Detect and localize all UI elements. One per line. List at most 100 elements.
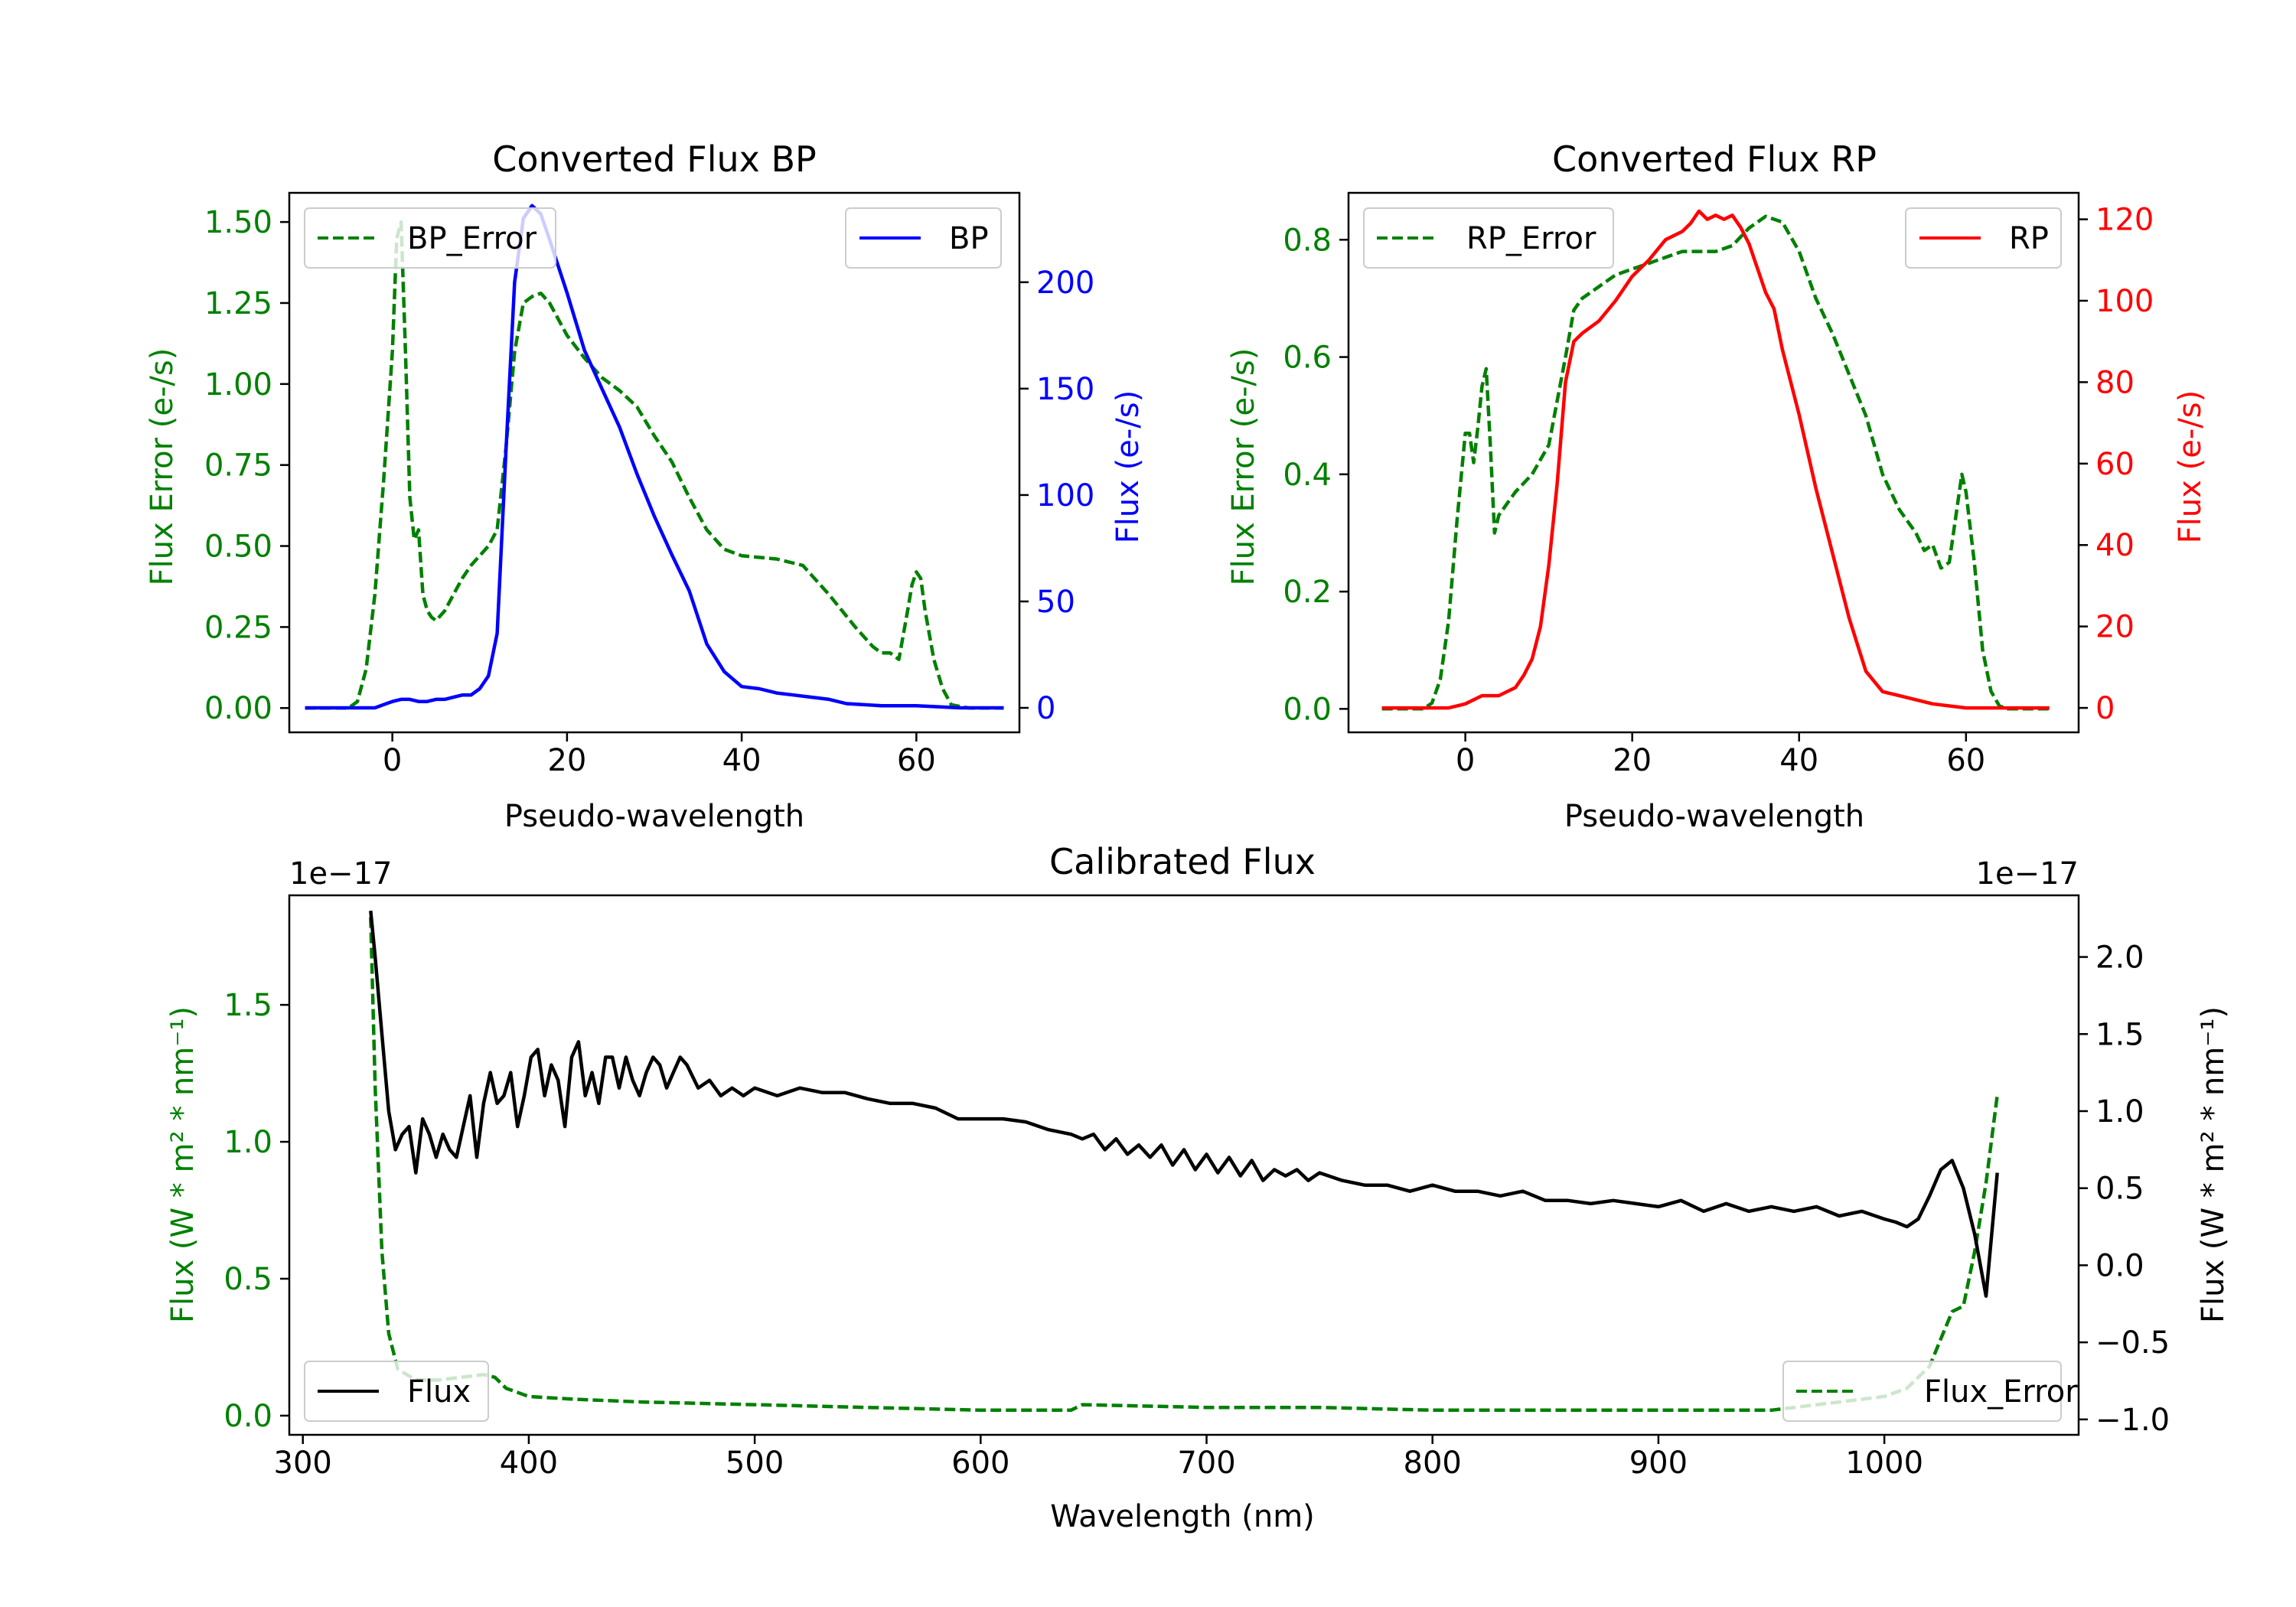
y-left-tick-label: 1.00 xyxy=(204,367,272,403)
y-left-tick-label: 0.8 xyxy=(1283,223,1332,258)
cal-legend-error-box xyxy=(1782,1361,2062,1422)
cal-ylabel-left: Flux (W * m² * nm⁻¹) xyxy=(165,1006,201,1323)
bp-legend-flux: BP xyxy=(845,207,1002,269)
y-right-tick-label: 100 xyxy=(1036,478,1094,513)
bp-legend-error: BP_Error xyxy=(304,207,556,269)
y-left-tick-label: 1.50 xyxy=(204,205,272,240)
y-left-tick-label: 1.5 xyxy=(223,988,272,1023)
rp-ylabel-left: Flux Error (e-/s) xyxy=(1226,348,1261,586)
y-right-tick-label: 0.5 xyxy=(2095,1172,2144,1207)
bp-legend-error-label: BP_Error xyxy=(407,221,537,256)
y-right-tick-label: 40 xyxy=(2095,528,2135,563)
x-tick-label: 20 xyxy=(1613,743,1652,778)
cal-ylabel-right: Flux (W * m² * nm⁻¹) xyxy=(2196,1006,2231,1323)
y-right-tick-label: 50 xyxy=(1036,585,1075,620)
cal-offset-right: 1e−17 xyxy=(1976,856,2079,892)
x-tick-label: 40 xyxy=(722,743,762,778)
y-right-tick-label: 0 xyxy=(2095,691,2115,726)
y-right-tick-label: 2.0 xyxy=(2095,940,2144,976)
rp-axes-frame xyxy=(1347,191,2080,734)
rp-legend-flux-box xyxy=(1905,207,2062,269)
y-left-tick-label: 0.0 xyxy=(1283,692,1332,727)
cal-legend-flux-label: Flux xyxy=(407,1374,471,1410)
y-left-tick-label: 0.4 xyxy=(1283,458,1332,493)
y-right-tick-label: 200 xyxy=(1036,266,1094,301)
y-right-tick-label: 20 xyxy=(2095,610,2135,645)
x-tick-label: 60 xyxy=(897,743,936,778)
x-tick-label: 300 xyxy=(274,1446,332,1481)
y-left-tick-label: 0.5 xyxy=(223,1262,272,1297)
x-tick-label: 60 xyxy=(1946,743,1985,778)
cal-legend-error-label: Flux_Error xyxy=(1924,1374,2078,1410)
bp-error-line xyxy=(305,220,1004,710)
rp-flux-line xyxy=(1381,209,2050,710)
rp-title: Converted Flux RP xyxy=(1552,139,1877,180)
y-right-tick-label: 1.0 xyxy=(2095,1094,2144,1129)
x-tick-label: 1000 xyxy=(1845,1446,1923,1481)
y-right-tick-label: 60 xyxy=(2095,447,2135,482)
bp-ylabel-left: Flux Error (e-/s) xyxy=(145,348,180,586)
bp-legend-error-box xyxy=(304,207,556,269)
y-left-tick-label: 0.6 xyxy=(1283,341,1332,376)
rp-ylabel-right: Flux (e-/s) xyxy=(2173,390,2208,543)
cal-error-line xyxy=(369,917,1999,1413)
x-tick-label: 20 xyxy=(547,743,586,778)
cal-lines xyxy=(369,910,1999,1413)
rp-xlabel: Pseudo-wavelength xyxy=(1564,799,1864,834)
cal-xlabel: Wavelength (nm) xyxy=(1050,1499,1315,1534)
y-right-tick-label: 120 xyxy=(2095,203,2154,238)
panel-bp: Converted Flux BP Pseudo-wavelength Flux… xyxy=(145,139,1146,834)
rp-error-line xyxy=(1381,214,2050,711)
rp-legend-error: RP_Error xyxy=(1363,207,1614,269)
y-left-tick-label: 0.00 xyxy=(204,691,272,726)
cal-flux-line xyxy=(369,910,1999,1298)
rp-legend-flux-label: RP xyxy=(2009,221,2049,256)
x-tick-label: 400 xyxy=(500,1446,558,1481)
cal-title: Calibrated Flux xyxy=(1049,841,1316,882)
y-right-tick-label: −0.5 xyxy=(2095,1325,2170,1361)
bp-title: Converted Flux BP xyxy=(492,139,817,180)
y-right-tick-label: 80 xyxy=(2095,365,2135,400)
x-tick-label: 0 xyxy=(383,743,402,778)
rp-legend-error-label: RP_Error xyxy=(1466,221,1596,256)
x-tick-label: 900 xyxy=(1629,1446,1688,1481)
bp-ticks: 0 20 40 60 0.00 0.25 0.50 0.75 1.00 1.25 1.50 0 50 10… xyxy=(204,205,1094,778)
bp-axes-frame xyxy=(288,191,1021,734)
x-tick-label: 40 xyxy=(1779,743,1818,778)
bp-ylabel-right: Flux (e-/s) xyxy=(1110,390,1146,543)
y-left-tick-label: 0.0 xyxy=(223,1399,272,1434)
rp-lines xyxy=(1381,209,2050,711)
bp-xlabel: Pseudo-wavelength xyxy=(504,799,804,834)
y-right-tick-label: 1.5 xyxy=(2095,1017,2144,1052)
bp-legend-flux-box xyxy=(845,207,1002,269)
y-left-tick-label: 0.50 xyxy=(204,530,272,565)
x-tick-label: 0 xyxy=(1456,743,1475,778)
bp-legend-flux-label: BP xyxy=(949,221,989,256)
y-right-tick-label: 150 xyxy=(1036,372,1094,407)
panel-cal: Calibrated Flux 1e−17 1e−17 Wavelength (… xyxy=(165,841,2231,1534)
y-left-tick-label: 1.25 xyxy=(204,286,272,321)
cal-legend-flux: Flux xyxy=(304,1361,489,1422)
y-left-tick-label: 0.25 xyxy=(204,610,272,645)
x-tick-label: 700 xyxy=(1177,1446,1235,1481)
rp-legend-error-box xyxy=(1363,207,1614,269)
panel-rp: Converted Flux RP Pseudo-wavelength Flux… xyxy=(1226,139,2208,834)
x-tick-label: 800 xyxy=(1404,1446,1462,1481)
y-right-tick-label: 100 xyxy=(2095,284,2154,319)
rp-ticks: 0 20 40 60 0.0 0.2 0.4 0.6 0.8 0 20 40 60 80 100 120 xyxy=(1283,203,2154,778)
x-tick-label: 600 xyxy=(951,1446,1009,1481)
cal-legend-flux-box xyxy=(304,1361,489,1422)
rp-legend-flux: RP xyxy=(1905,207,2062,269)
y-right-tick-label: 0 xyxy=(1036,691,1055,726)
x-tick-label: 500 xyxy=(726,1446,784,1481)
y-left-tick-label: 0.2 xyxy=(1283,575,1332,610)
cal-axes-frame xyxy=(288,894,2080,1436)
y-right-tick-label: −1.0 xyxy=(2095,1403,2170,1438)
y-right-tick-label: 0.0 xyxy=(2095,1248,2144,1283)
y-left-tick-label: 0.75 xyxy=(204,448,272,484)
cal-legend-error: Flux_Error xyxy=(1782,1361,2078,1422)
cal-ticks: 300 400 500 600 700 800 900 1000 0.0 0.5 1.0 1.5 −1.… xyxy=(223,940,2170,1481)
y-left-tick-label: 1.0 xyxy=(223,1125,272,1160)
cal-offset-left: 1e−17 xyxy=(289,856,392,892)
